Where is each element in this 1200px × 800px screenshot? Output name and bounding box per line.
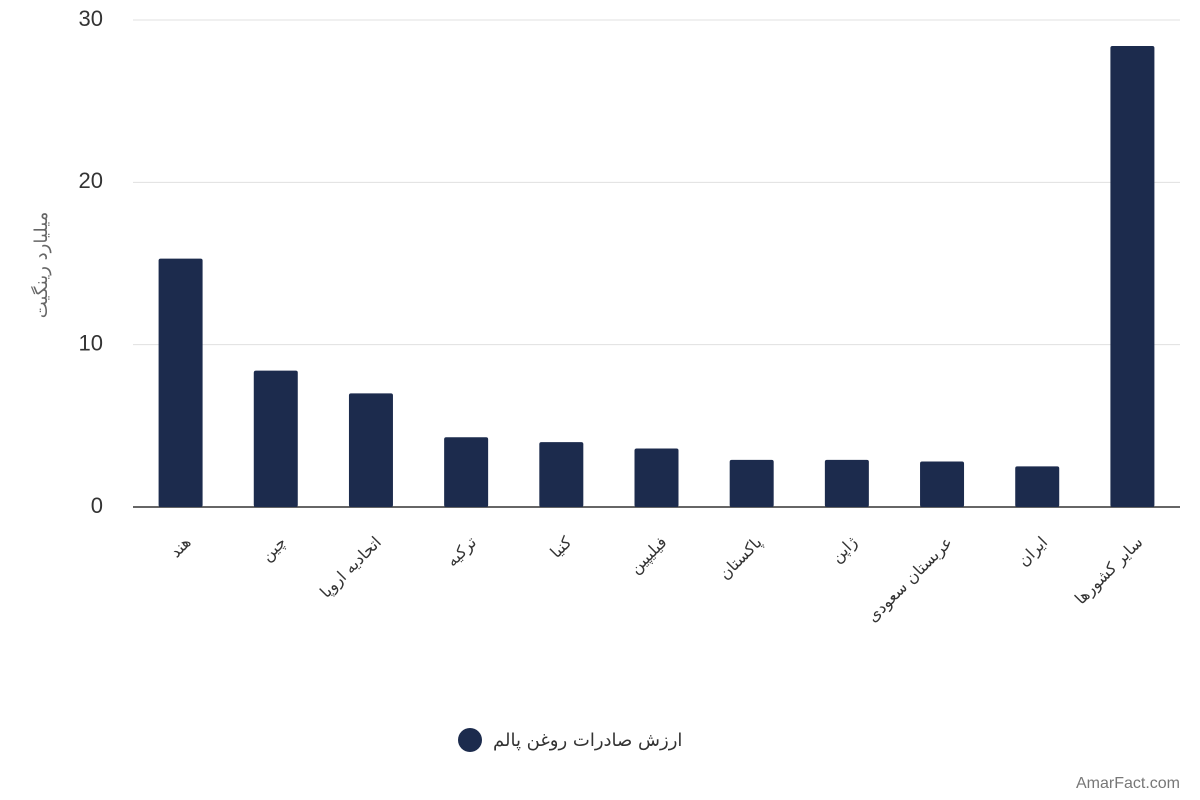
bar xyxy=(824,459,869,507)
y-tick-label: 10 xyxy=(79,330,103,355)
x-tick-label: ایران xyxy=(1014,533,1052,571)
x-tick-label: فیلیپین xyxy=(626,533,672,579)
y-tick-label: 0 xyxy=(91,493,103,518)
bar xyxy=(158,258,203,507)
x-tick-label: کنیا xyxy=(546,532,575,561)
legend-label: ارزش صادرات روغن پالم xyxy=(493,730,682,751)
bar xyxy=(253,370,298,507)
x-tick-label: سایر کشورها xyxy=(1071,533,1147,609)
watermark: AmarFact.com xyxy=(1076,775,1180,792)
bar xyxy=(920,461,965,507)
y-tick-label: 30 xyxy=(79,6,103,31)
x-tick-label: ژاپن xyxy=(827,532,862,567)
bar xyxy=(539,442,584,507)
x-tick-label: عربستان سعودی xyxy=(863,533,957,627)
bar xyxy=(729,459,774,507)
legend-marker xyxy=(458,728,482,752)
bar xyxy=(634,448,679,507)
x-tick-label: پاکستان xyxy=(715,533,766,584)
bar xyxy=(1015,466,1060,507)
y-tick-label: 20 xyxy=(79,168,103,193)
x-tick-label: هند xyxy=(166,533,195,562)
y-axis-title: میلیارد رینگیت xyxy=(30,212,52,319)
x-tick-label: ترکیه xyxy=(442,533,480,571)
bar xyxy=(444,437,489,507)
x-tick-label: چین xyxy=(257,533,290,566)
bar xyxy=(348,393,393,507)
x-tick-label: اتحادیه اروپا xyxy=(316,533,386,603)
bar xyxy=(1110,45,1155,508)
